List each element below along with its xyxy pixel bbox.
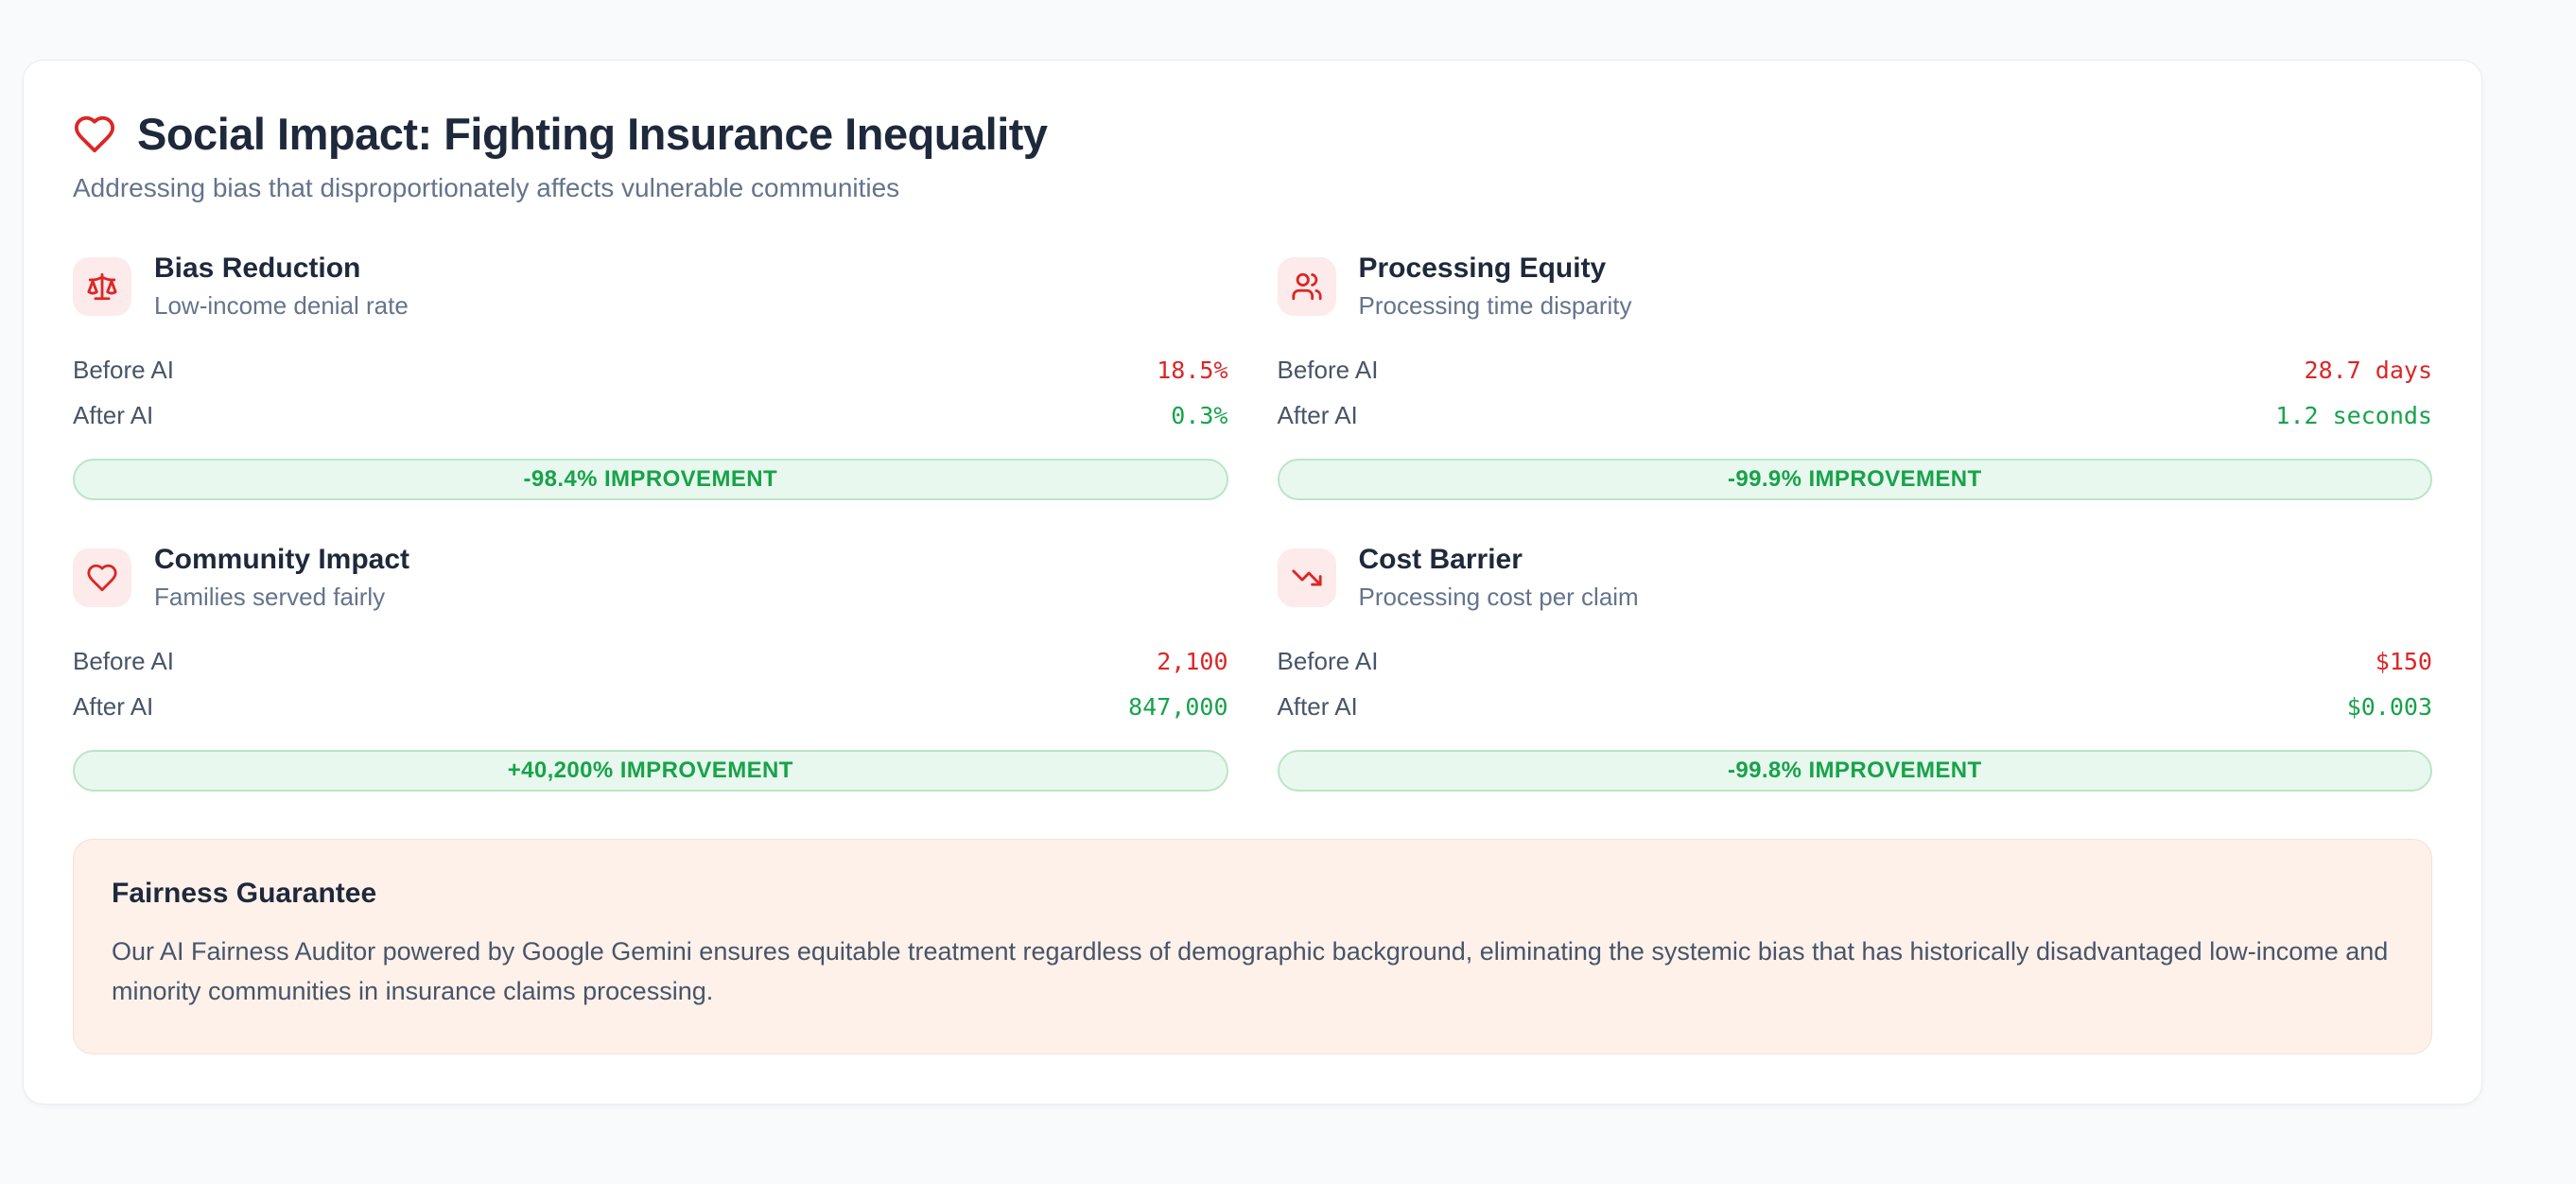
metric-titles: Cost Barrier Processing cost per claim <box>1359 544 1639 612</box>
before-label: Before AI <box>1277 355 1379 384</box>
after-row: After AI 847,000 <box>73 684 1228 729</box>
metric-rows: Before AI 2,100 After AI 847,000 <box>73 638 1228 729</box>
before-row: Before AI 28.7 days <box>1278 347 2433 392</box>
before-value: 18.5% <box>1157 356 1228 384</box>
metric-head: Bias Reduction Low-income denial rate <box>73 252 1228 321</box>
before-row: Before AI 2,100 <box>73 638 1228 684</box>
metric-title: Bias Reduction <box>154 252 361 284</box>
metric-titles: Bias Reduction Low-income denial rate <box>154 252 409 321</box>
after-value: 847,000 <box>1128 692 1228 721</box>
scales-icon <box>73 257 131 316</box>
metric-title: Community Impact <box>154 544 410 575</box>
improvement-badge: -99.9% IMPROVEMENT <box>1277 459 2432 500</box>
improvement-badge: -98.4% IMPROVEMENT <box>73 459 1228 500</box>
after-value: $0.003 <box>2346 692 2432 721</box>
metric-rows: Before AI $150 After AI $0.003 <box>1278 638 2433 729</box>
before-label: Before AI <box>1277 646 1379 675</box>
after-row: After AI 1.2 seconds <box>1278 392 2433 438</box>
metric-title: Processing Equity <box>1358 252 1607 284</box>
fairness-body: Our AI Fairness Auditor powered by Googl… <box>112 937 2389 1005</box>
metric-head: Cost Barrier Processing cost per claim <box>1277 544 2433 612</box>
metric-subtitle: Families served fairly <box>154 583 386 611</box>
before-value: 28.7 days <box>2304 356 2432 384</box>
before-label: Before AI <box>73 646 174 675</box>
before-label: Before AI <box>73 355 174 384</box>
after-value: 0.3% <box>1171 401 1228 429</box>
title-row: Social Impact: Fighting Insurance Inequa… <box>73 108 2432 160</box>
improvement-badge: +40,200% IMPROVEMENT <box>73 750 1228 792</box>
trending-down-icon <box>1277 548 1336 607</box>
after-label: After AI <box>1277 691 1358 721</box>
metrics-grid: Bias Reduction Low-income denial rate Be… <box>73 252 2432 792</box>
metric-card-community-impact: Community Impact Families served fairly … <box>73 544 1228 792</box>
page-subtitle: Addressing bias that disproportionately … <box>73 173 900 202</box>
after-value: 1.2 seconds <box>2275 401 2432 429</box>
fairness-guarantee-panel: Fairness Guarantee Our AI Fairness Audit… <box>73 839 2432 1054</box>
after-label: After AI <box>73 691 154 721</box>
improvement-badge: -99.8% IMPROVEMENT <box>1277 750 2432 792</box>
metric-title: Cost Barrier <box>1358 544 1523 575</box>
metric-card-cost-barrier: Cost Barrier Processing cost per claim B… <box>1277 544 2433 792</box>
metric-titles: Processing Equity Processing time dispar… <box>1359 252 1632 321</box>
after-row: After AI $0.003 <box>1278 684 2433 729</box>
metric-head: Processing Equity Processing time dispar… <box>1277 252 2433 321</box>
before-value: $150 <box>2375 647 2432 675</box>
metric-titles: Community Impact Families served fairly <box>154 544 409 612</box>
after-row: After AI 0.3% <box>73 392 1228 438</box>
metric-head: Community Impact Families served fairly <box>73 544 1228 612</box>
before-row: Before AI $150 <box>1278 638 2433 684</box>
metric-card-bias-reduction: Bias Reduction Low-income denial rate Be… <box>73 252 1228 500</box>
before-value: 2,100 <box>1157 647 1228 675</box>
users-icon <box>1277 257 1336 316</box>
after-label: After AI <box>1277 400 1358 429</box>
metric-card-processing-equity: Processing Equity Processing time dispar… <box>1277 252 2433 500</box>
metric-subtitle: Processing cost per claim <box>1358 583 1639 611</box>
fairness-title: Fairness Guarantee <box>112 878 377 909</box>
page-title: Social Impact: Fighting Insurance Inequa… <box>137 109 1048 159</box>
heart-icon <box>73 113 116 156</box>
metric-subtitle: Low-income denial rate <box>154 291 409 320</box>
heart-icon <box>73 548 131 607</box>
card-header: Social Impact: Fighting Insurance Inequa… <box>73 108 2432 203</box>
metric-rows: Before AI 28.7 days After AI 1.2 seconds <box>1278 347 2433 438</box>
before-row: Before AI 18.5% <box>73 347 1228 392</box>
metric-subtitle: Processing time disparity <box>1358 291 1632 320</box>
social-impact-card: Social Impact: Fighting Insurance Inequa… <box>23 60 2482 1105</box>
after-label: After AI <box>73 400 154 429</box>
metric-rows: Before AI 18.5% After AI 0.3% <box>73 347 1228 438</box>
